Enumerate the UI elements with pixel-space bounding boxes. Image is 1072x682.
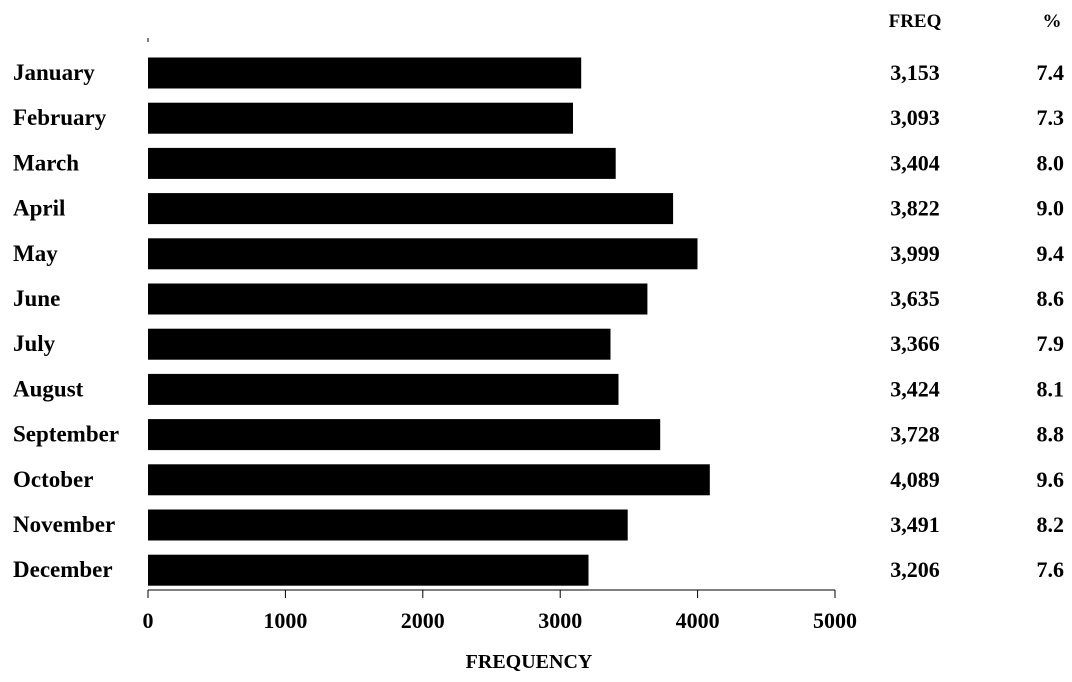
bar-september: [148, 419, 661, 451]
category-label-july: July: [13, 331, 56, 356]
freq-value-june: 3,635: [890, 286, 940, 311]
category-label-may: May: [13, 241, 58, 266]
category-label-september: September: [13, 422, 119, 447]
category-label-august: August: [13, 376, 84, 401]
bar-december: [148, 554, 589, 586]
category-label-march: March: [13, 150, 79, 175]
bar-june: [148, 283, 648, 315]
bar-march: [148, 147, 616, 179]
percent-value-february: 7.3: [1037, 105, 1065, 130]
bar-february: [148, 102, 573, 134]
x-axis-title: FREQUENCY: [466, 651, 593, 673]
freq-value-september: 3,728: [890, 422, 940, 447]
x-tick-label-5000: 5000: [813, 608, 857, 633]
percent-value-october: 9.6: [1037, 467, 1065, 492]
freq-value-november: 3,491: [890, 512, 940, 537]
freq-column-header: FREQ: [889, 11, 942, 32]
x-tick-label-2000: 2000: [401, 608, 445, 633]
percent-value-december: 7.6: [1037, 557, 1065, 582]
percent-value-august: 8.1: [1037, 376, 1065, 401]
bar-january: [148, 57, 582, 89]
freq-value-august: 3,424: [890, 376, 940, 401]
category-label-january: January: [13, 60, 95, 85]
percent-column-header: %: [1043, 11, 1062, 32]
freq-value-january: 3,153: [890, 60, 940, 85]
category-label-april: April: [13, 196, 65, 221]
freq-value-may: 3,999: [890, 241, 940, 266]
freq-value-march: 3,404: [890, 150, 940, 175]
bar-july: [148, 328, 611, 360]
bar-august: [148, 373, 619, 405]
category-label-february: February: [13, 105, 107, 130]
frequency-table: FREQ % 3,153 7.4 3,093 7.3 3,404 8.0 3,822 9.0 3…: [889, 11, 1064, 582]
category-label-november: November: [13, 512, 115, 537]
percent-value-april: 9.0: [1037, 196, 1065, 221]
x-tick-label-3000: 3000: [538, 608, 582, 633]
percent-value-july: 7.9: [1037, 331, 1065, 356]
bars-layer: [148, 57, 710, 586]
x-axis: 0 1000 2000 3000 4000 5000: [143, 38, 857, 633]
bar-october: [148, 464, 710, 496]
freq-value-december: 3,206: [890, 557, 940, 582]
category-label-june: June: [13, 286, 60, 311]
percent-value-november: 8.2: [1037, 512, 1065, 537]
percent-value-may: 9.4: [1037, 241, 1065, 266]
category-label-october: October: [13, 467, 93, 492]
bar-april: [148, 193, 674, 225]
freq-value-july: 3,366: [890, 331, 940, 356]
bar-may: [148, 238, 698, 270]
freq-value-february: 3,093: [890, 105, 940, 130]
category-labels: January February March April May June July Augu…: [13, 60, 119, 582]
percent-value-june: 8.6: [1037, 286, 1065, 311]
category-label-december: December: [13, 557, 113, 582]
freq-value-april: 3,822: [890, 196, 940, 221]
x-tick-label-1000: 1000: [263, 608, 307, 633]
percent-value-january: 7.4: [1037, 60, 1065, 85]
percent-value-march: 8.0: [1037, 150, 1065, 175]
x-tick-label-0: 0: [143, 608, 154, 633]
x-tick-label-4000: 4000: [676, 608, 720, 633]
bar-november: [148, 509, 628, 541]
percent-value-september: 8.8: [1037, 422, 1065, 447]
freq-value-october: 4,089: [890, 467, 940, 492]
